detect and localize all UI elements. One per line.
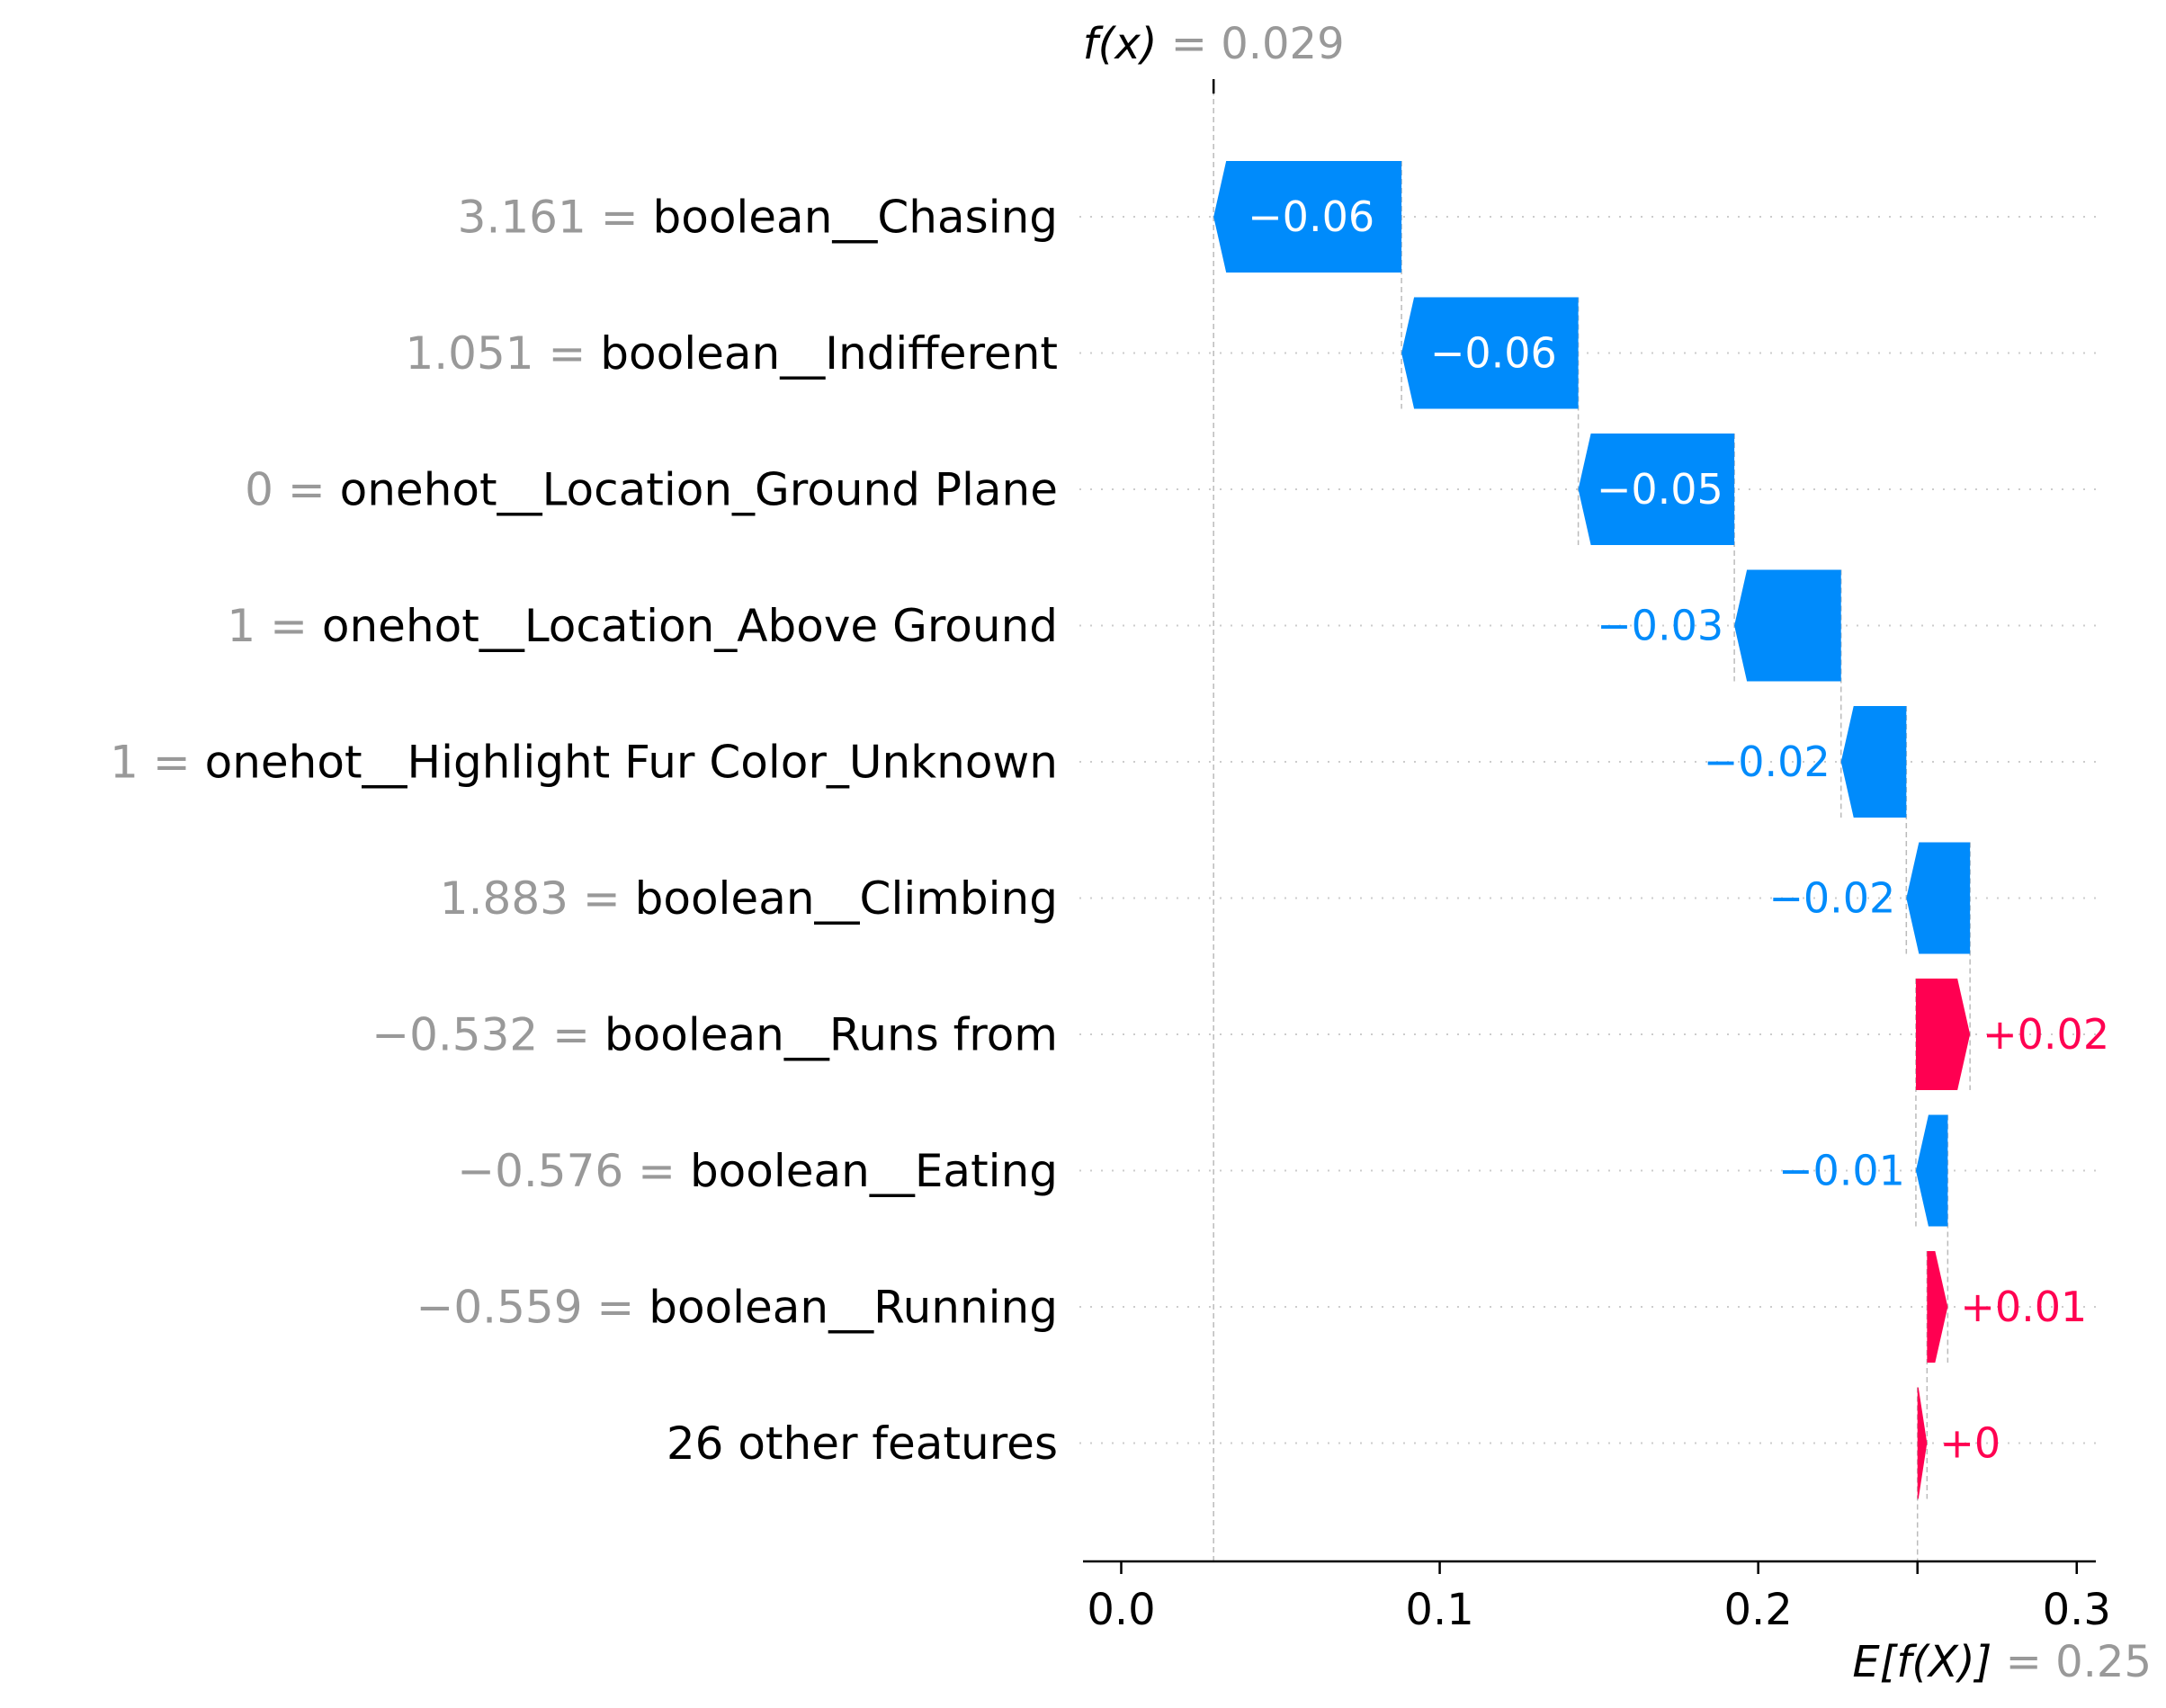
waterfall-bar bbox=[1927, 1251, 1948, 1363]
feature-name: boolean__Indifferent bbox=[600, 327, 1058, 380]
waterfall-bar bbox=[1840, 706, 1907, 818]
bar-value-label: +0.02 bbox=[1983, 1010, 2109, 1059]
feature-name: onehot__Location_Ground Plane bbox=[340, 464, 1058, 516]
feature-label: −0.576 = boolean__Eating bbox=[457, 1145, 1058, 1197]
feature-equals: = bbox=[568, 872, 635, 925]
connector-layer bbox=[1213, 90, 1971, 1561]
feature-value: 1.883 bbox=[440, 872, 568, 925]
feature-label: 26 other features bbox=[667, 1417, 1058, 1470]
feature-name: boolean__Chasing bbox=[652, 192, 1058, 244]
bar-layer bbox=[1213, 161, 1971, 1499]
feature-label: 1.051 = boolean__Indifferent bbox=[405, 327, 1058, 380]
feature-equals: = bbox=[586, 192, 653, 244]
fx-label: f(x) = 0.029 bbox=[1083, 19, 1345, 69]
feature-label: −0.559 = boolean__Running bbox=[416, 1282, 1058, 1334]
bar-value-label: +0.01 bbox=[1960, 1283, 2087, 1331]
bar-value-label: −0.06 bbox=[1430, 329, 1557, 378]
feature-value: 1 bbox=[227, 600, 255, 652]
feature-equals: = bbox=[255, 600, 322, 652]
feature-name: boolean__Running bbox=[649, 1282, 1058, 1334]
x-tick-label: 0.0 bbox=[1087, 1585, 1155, 1635]
base-value-number: = 0.25 bbox=[2006, 1637, 2152, 1687]
feature-value: −0.576 bbox=[457, 1145, 623, 1197]
label-layer: −0.06 3.161 = boolean__Chasing −0.06 1.051 … bbox=[110, 192, 2109, 1471]
feature-equals: = bbox=[623, 1145, 690, 1197]
bar-value-label: +0 bbox=[1939, 1419, 2000, 1468]
feature-value: −0.532 bbox=[371, 1009, 538, 1061]
waterfall-bar bbox=[1906, 842, 1971, 954]
x-tick-label: 0.3 bbox=[2043, 1585, 2111, 1635]
bar-value-label: −0.01 bbox=[1778, 1147, 1905, 1195]
waterfall-bar bbox=[1578, 434, 1735, 545]
feature-name: boolean__Eating bbox=[690, 1145, 1058, 1197]
waterfall-bar bbox=[1915, 979, 1971, 1090]
waterfall-bar bbox=[1915, 1114, 1948, 1227]
feature-equals: = bbox=[139, 737, 205, 789]
feature-name: onehot__Highlight Fur Color_Unknown bbox=[205, 737, 1058, 789]
feature-name: boolean__Runs from bbox=[604, 1009, 1058, 1061]
feature-label: 1 = onehot__Highlight Fur Color_Unknown bbox=[110, 737, 1058, 789]
feature-equals: = bbox=[534, 327, 601, 380]
base-value-name: E[f(X)] bbox=[1852, 1637, 1991, 1687]
waterfall-bar bbox=[1917, 1387, 1928, 1499]
feature-label: 3.161 = boolean__Chasing bbox=[458, 192, 1058, 244]
axis-layer: 0.0 0.1 0.2 0.3 f(x) = 0.029 E[f(X)] = 0.25 bbox=[1083, 19, 2152, 1687]
fx-label-name: f(x) bbox=[1083, 19, 1158, 69]
feature-equals: = bbox=[583, 1282, 649, 1334]
feature-value: 1 bbox=[110, 737, 139, 789]
feature-value: −0.559 bbox=[416, 1282, 582, 1334]
waterfall-bar bbox=[1213, 161, 1402, 273]
feature-equals: = bbox=[273, 464, 340, 516]
feature-equals: = bbox=[538, 1009, 604, 1061]
feature-label: 0 = onehot__Location_Ground Plane bbox=[245, 464, 1058, 516]
feature-value: 3.161 bbox=[458, 192, 586, 244]
bar-value-label: −0.05 bbox=[1597, 465, 1723, 514]
grid-layer bbox=[1079, 216, 2096, 1444]
base-value-label: E[f(X)] = 0.25 bbox=[1852, 1637, 2152, 1687]
feature-name: onehot__Location_Above Ground bbox=[322, 600, 1058, 652]
waterfall-bar bbox=[1734, 569, 1841, 682]
waterfall-bar bbox=[1401, 297, 1579, 409]
bar-value-label: −0.03 bbox=[1597, 602, 1723, 650]
bar-value-label: −0.02 bbox=[1704, 738, 1830, 786]
bar-value-label: −0.06 bbox=[1248, 192, 1374, 241]
x-tick-label: 0.1 bbox=[1405, 1585, 1473, 1635]
feature-name: 26 other features bbox=[667, 1417, 1058, 1470]
bar-value-label: −0.02 bbox=[1768, 874, 1895, 923]
feature-name: boolean__Climbing bbox=[635, 872, 1058, 925]
feature-label: 1.883 = boolean__Climbing bbox=[440, 872, 1058, 925]
fx-label-space bbox=[1157, 19, 1170, 69]
fx-label-value: = 0.029 bbox=[1171, 19, 1345, 69]
feature-label: −0.532 = boolean__Runs from bbox=[371, 1009, 1058, 1061]
feature-value: 1.051 bbox=[405, 327, 533, 380]
base-value-space bbox=[1991, 1637, 2005, 1687]
x-tick-label: 0.2 bbox=[1723, 1585, 1792, 1635]
feature-value: 0 bbox=[245, 464, 273, 516]
feature-label: 1 = onehot__Location_Above Ground bbox=[227, 600, 1058, 652]
